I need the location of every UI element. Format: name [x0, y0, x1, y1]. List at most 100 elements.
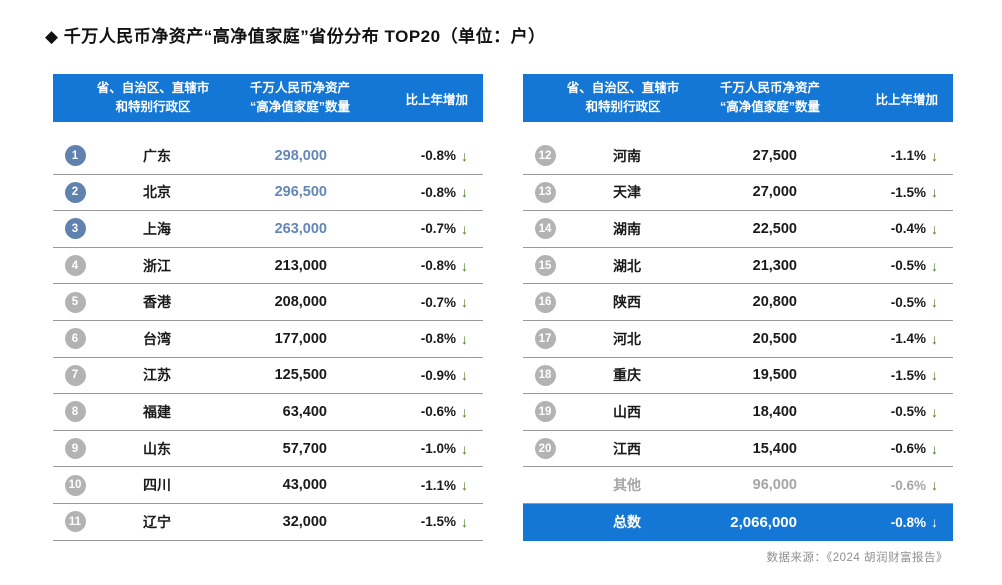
- table-row-others: 其他 96,000 -0.6% ↓: [523, 467, 953, 504]
- rank-cell: 20: [523, 438, 567, 460]
- rank-badge: 5: [64, 291, 86, 313]
- rank-badge: 8: [64, 401, 86, 423]
- table-row: 16 陕西 20,800 -0.5% ↓: [523, 284, 953, 321]
- yoy-change: -0.7% ↓: [327, 294, 483, 310]
- table-row: 8 福建 63,400 -0.6% ↓: [53, 394, 483, 431]
- rank-cell: 17: [523, 328, 567, 350]
- yoy-change-value: -1.0%: [420, 441, 456, 457]
- province-name: 其他: [613, 477, 641, 494]
- household-count: 20,500: [752, 330, 797, 347]
- column-header-change: 比上年增加: [875, 92, 938, 107]
- down-arrow-icon: ↓: [931, 184, 938, 201]
- rank-badge: 14: [534, 218, 556, 240]
- rank-cell: 14: [523, 218, 567, 240]
- rank-cell: 2: [53, 181, 97, 203]
- province-name: 辽宁: [143, 513, 171, 530]
- household-count: 263,000: [274, 220, 327, 237]
- province-name: 山西: [613, 403, 641, 420]
- rank-badge: 17: [534, 328, 556, 350]
- province-name: 河北: [613, 330, 641, 347]
- yoy-change-value: -0.7%: [420, 294, 456, 310]
- yoy-change-value: -0.5%: [890, 294, 926, 310]
- yoy-change: -0.5% ↓: [797, 404, 953, 420]
- yoy-change: -0.6% ↓: [797, 477, 953, 493]
- table-row: 7 江苏 125,500 -0.9% ↓: [53, 358, 483, 395]
- yoy-change: -0.8% ↓: [327, 184, 483, 200]
- yoy-change-value: -0.8%: [420, 184, 456, 200]
- rank-badge: 12: [534, 145, 556, 167]
- yoy-change-value: -0.7%: [420, 221, 456, 237]
- table-row: 9 山东 57,700 -1.0% ↓: [53, 431, 483, 468]
- household-count: 57,700: [282, 440, 327, 457]
- table-row: 12 河南 27,500 -1.1% ↓: [523, 138, 953, 175]
- rank-cell: 16: [523, 291, 567, 313]
- household-count: 27,000: [752, 184, 797, 201]
- province-name: 重庆: [613, 367, 641, 384]
- household-count: 32,000: [282, 513, 327, 530]
- rank-cell: 9: [53, 438, 97, 460]
- rank-cell: 8: [53, 401, 97, 423]
- down-arrow-icon: ↓: [931, 294, 938, 311]
- province-name: 广东: [143, 147, 171, 164]
- column-header-count-line2: “高净值家庭”数量: [250, 100, 351, 114]
- rank-badge: 10: [64, 474, 86, 496]
- province-name: 香港: [143, 294, 171, 311]
- table-row-total: 总数 2,066,000 -0.8% ↓: [523, 503, 953, 541]
- table-row: 15 湖北 21,300 -0.5% ↓: [523, 248, 953, 285]
- rank-badge: 11: [64, 511, 86, 533]
- column-header-region: 省、自治区、直辖市 和特别行政区: [53, 74, 253, 122]
- rank-cell: 18: [523, 364, 567, 386]
- household-count: 213,000: [274, 257, 327, 274]
- province-name: 北京: [143, 184, 171, 201]
- down-arrow-icon: ↓: [461, 257, 468, 274]
- yoy-change: -0.6% ↓: [797, 441, 953, 457]
- rank-cell: 13: [523, 181, 567, 203]
- rank-cell: 12: [523, 145, 567, 167]
- table-right-body: 12 河南 27,500 -1.1% ↓ 13 天津 27,000 -1.5% ↓ …: [523, 138, 953, 541]
- table-row: 4 浙江 213,000 -0.8% ↓: [53, 248, 483, 285]
- rank-badge: 4: [64, 255, 86, 277]
- column-header-region-line2: 和特别行政区: [585, 100, 661, 114]
- province-name: 河南: [613, 147, 641, 164]
- province-name: 台湾: [143, 330, 171, 347]
- yoy-change-value: -0.4%: [890, 221, 926, 237]
- down-arrow-icon: ↓: [461, 294, 468, 311]
- household-count: 15,400: [752, 440, 797, 457]
- rank-badge: 3: [64, 218, 86, 240]
- rank-cell: 15: [523, 255, 567, 277]
- down-arrow-icon: ↓: [931, 257, 938, 274]
- rank-badge: 7: [64, 364, 86, 386]
- rank-badge: 18: [534, 364, 556, 386]
- province-name: 湖北: [613, 257, 641, 274]
- rank-cell: 19: [523, 401, 567, 423]
- yoy-change-value: -0.8%: [420, 148, 456, 164]
- household-count: 43,000: [282, 477, 327, 494]
- province-name: 福建: [143, 403, 171, 420]
- down-arrow-icon: ↓: [461, 367, 468, 384]
- yoy-change-value: -0.5%: [890, 404, 926, 420]
- down-arrow-icon: ↓: [461, 184, 468, 201]
- household-count: 27,500: [752, 147, 797, 164]
- yoy-change: -0.8% ↓: [327, 148, 483, 164]
- province-name: 江西: [613, 440, 641, 457]
- table-row: 17 河北 20,500 -1.4% ↓: [523, 321, 953, 358]
- yoy-change-value: -1.5%: [420, 514, 456, 530]
- yoy-change: -1.0% ↓: [327, 441, 483, 457]
- table-row: 10 四川 43,000 -1.1% ↓: [53, 467, 483, 504]
- household-count: 208,000: [274, 294, 327, 311]
- rank-badge: 1: [64, 145, 86, 167]
- yoy-change-value: -1.1%: [420, 477, 456, 493]
- rank-badge: 2: [64, 181, 86, 203]
- yoy-change: -0.4% ↓: [797, 221, 953, 237]
- down-arrow-icon: ↓: [931, 477, 938, 494]
- down-arrow-icon: ↓: [931, 367, 938, 384]
- table-left: 省、自治区、直辖市 和特别行政区 千万人民币净资产 “高净值家庭”数量 比上年增…: [53, 74, 483, 541]
- yoy-change: -1.1% ↓: [327, 477, 483, 493]
- yoy-change: -0.9% ↓: [327, 367, 483, 383]
- yoy-change-value: -1.5%: [890, 367, 926, 383]
- table-left-body: 1 广东 298,000 -0.8% ↓ 2 北京 296,500 -0.8% ↓ …: [53, 138, 483, 541]
- total-count: 2,066,000: [730, 513, 797, 531]
- down-arrow-icon: ↓: [931, 147, 938, 164]
- rank-cell: 7: [53, 364, 97, 386]
- yoy-change-value: -0.6%: [890, 441, 926, 457]
